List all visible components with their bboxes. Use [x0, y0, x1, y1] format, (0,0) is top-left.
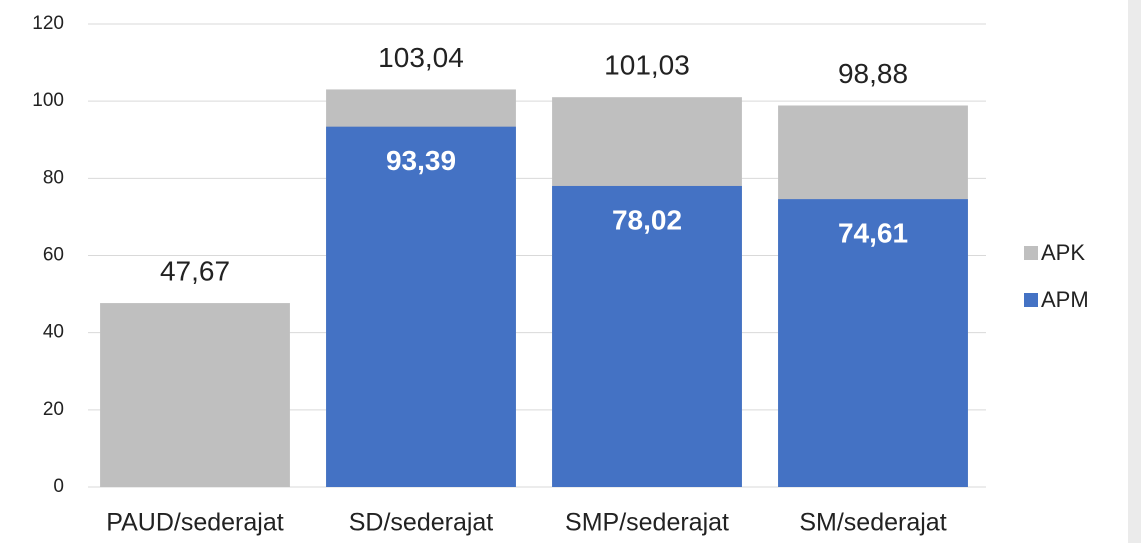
y-tick-label: 40 — [43, 322, 64, 343]
bar — [552, 185, 742, 487]
y-tick-label: 60 — [43, 245, 64, 266]
y-tick-label: 20 — [43, 399, 64, 420]
y-tick-label: 0 — [53, 476, 64, 497]
bar — [100, 303, 290, 487]
value-label: 103,04 — [378, 42, 464, 73]
value-label: 93,39 — [386, 145, 456, 176]
y-tick-label: 100 — [32, 90, 64, 111]
legend-label: APK — [1041, 240, 1085, 265]
legend-swatch — [1024, 246, 1038, 260]
value-label: 78,02 — [612, 204, 682, 235]
x-tick-label: SD/sederajat — [349, 509, 494, 537]
legend-label: APM — [1041, 287, 1089, 312]
x-tick-label: SM/sederajat — [799, 509, 946, 537]
x-tick-label: PAUD/sederajat — [106, 509, 283, 537]
bar — [326, 126, 516, 487]
value-label: 98,88 — [838, 58, 908, 89]
y-tick-label: 80 — [43, 167, 64, 188]
value-label: 74,61 — [838, 218, 908, 249]
value-label: 47,67 — [160, 255, 230, 286]
value-label: 101,03 — [604, 50, 690, 81]
x-tick-label: SMP/sederajat — [565, 509, 729, 537]
bar — [778, 199, 968, 487]
side-strip — [1128, 0, 1141, 543]
y-tick-label: 120 — [32, 13, 64, 34]
legend-swatch — [1024, 293, 1038, 307]
